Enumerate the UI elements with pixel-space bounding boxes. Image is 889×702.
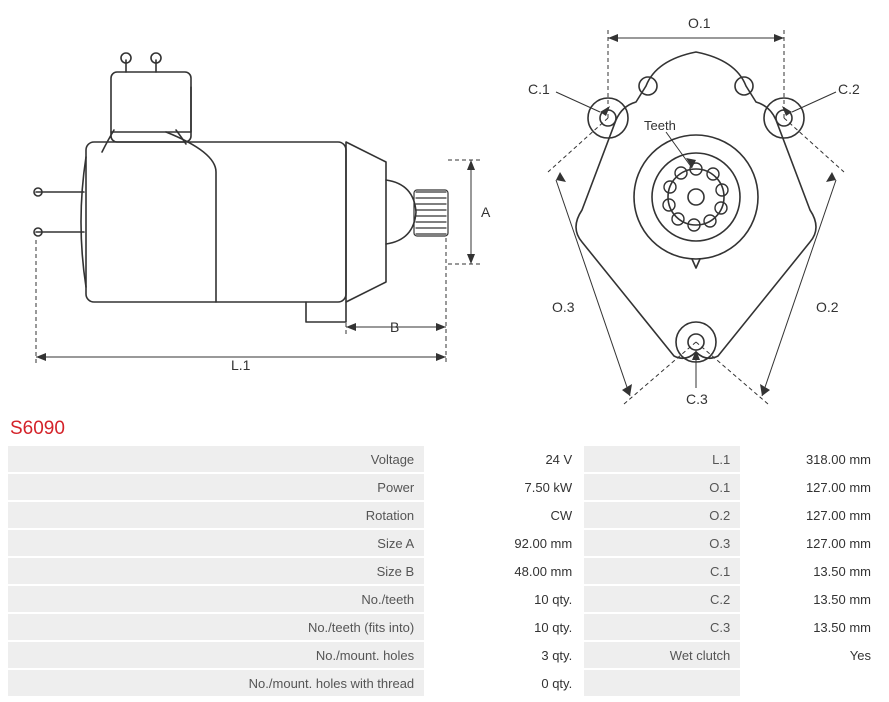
spec-label: Wet clutch xyxy=(584,642,740,668)
spec-label: No./mount. holes with thread xyxy=(8,670,424,696)
dim-label-o1: O.1 xyxy=(688,15,711,31)
spec-value: Yes xyxy=(742,642,881,668)
spec-label: O.2 xyxy=(584,502,740,528)
spec-value xyxy=(742,670,881,696)
dim-label-teeth: Teeth xyxy=(644,118,676,133)
spec-label: Voltage xyxy=(8,446,424,472)
spec-value: 92.00 mm xyxy=(426,530,582,556)
spec-label: C.3 xyxy=(584,614,740,640)
spec-label: Size B xyxy=(8,558,424,584)
dim-label-o2: O.2 xyxy=(816,299,839,315)
spec-value: 13.50 mm xyxy=(742,614,881,640)
spec-label: O.3 xyxy=(584,530,740,556)
spec-label: No./mount. holes xyxy=(8,642,424,668)
spec-value: 127.00 mm xyxy=(742,474,881,500)
spec-label: O.1 xyxy=(584,474,740,500)
spec-value: 13.50 mm xyxy=(742,558,881,584)
spec-value: 10 qty. xyxy=(426,614,582,640)
spec-table: Voltage24 VL.1318.00 mmPower7.50 kWO.112… xyxy=(6,444,883,698)
spec-label xyxy=(584,670,740,696)
spec-label: Size A xyxy=(8,530,424,556)
dim-label-o3: O.3 xyxy=(552,299,575,315)
spec-label: C.1 xyxy=(584,558,740,584)
spec-value: 24 V xyxy=(426,446,582,472)
spec-value: 127.00 mm xyxy=(742,530,881,556)
spec-label: Rotation xyxy=(8,502,424,528)
spec-value: 318.00 mm xyxy=(742,446,881,472)
diagram-front-view: O.1 O.2 O.3 C.1 C.2 C.3 Teeth xyxy=(516,12,876,412)
spec-value: 3 qty. xyxy=(426,642,582,668)
spec-label: No./teeth xyxy=(8,586,424,612)
diagram-side-view: A B L.1 xyxy=(16,12,496,372)
dim-label-c1: C.1 xyxy=(528,81,550,97)
spec-value: 0 qty. xyxy=(426,670,582,696)
dim-label-c2: C.2 xyxy=(838,81,860,97)
dim-label-l1: L.1 xyxy=(231,357,251,372)
spec-label: L.1 xyxy=(584,446,740,472)
dim-label-b: B xyxy=(390,319,399,335)
spec-value: 48.00 mm xyxy=(426,558,582,584)
spec-value: CW xyxy=(426,502,582,528)
part-number: S6090 xyxy=(4,414,885,444)
spec-value: 7.50 kW xyxy=(426,474,582,500)
spec-label: C.2 xyxy=(584,586,740,612)
dim-label-a: A xyxy=(481,204,491,220)
spec-value: 127.00 mm xyxy=(742,502,881,528)
dim-label-c3: C.3 xyxy=(686,391,708,407)
spec-label: No./teeth (fits into) xyxy=(8,614,424,640)
diagram-row: A B L.1 xyxy=(4,4,885,412)
spec-label: Power xyxy=(8,474,424,500)
spec-value: 10 qty. xyxy=(426,586,582,612)
spec-value: 13.50 mm xyxy=(742,586,881,612)
